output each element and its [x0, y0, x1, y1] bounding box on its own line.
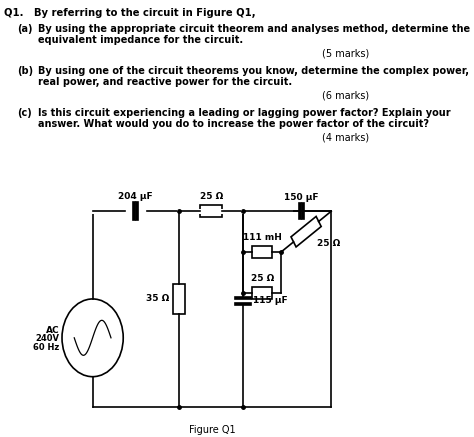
- Bar: [252, 246, 273, 258]
- Text: equivalent impedance for the circuit.: equivalent impedance for the circuit.: [37, 35, 243, 45]
- Text: By using one of the circuit theorems you know, determine the complex power,: By using one of the circuit theorems you…: [37, 66, 469, 76]
- Text: real power, and reactive power for the circuit.: real power, and reactive power for the c…: [37, 77, 292, 87]
- Text: Figure Q1: Figure Q1: [189, 424, 235, 434]
- Text: 150 μF: 150 μF: [284, 193, 319, 202]
- Text: (c): (c): [17, 108, 32, 118]
- Bar: [252, 287, 273, 299]
- Text: (a): (a): [17, 24, 33, 34]
- Text: answer. What would you do to increase the power factor of the circuit?: answer. What would you do to increase th…: [37, 118, 428, 128]
- Text: (b): (b): [17, 66, 33, 76]
- Text: 25 Ω: 25 Ω: [251, 274, 274, 283]
- Text: 35 Ω: 35 Ω: [146, 295, 170, 303]
- Text: Q1.   By referring to the circuit in Figure Q1,: Q1. By referring to the circuit in Figur…: [4, 8, 255, 18]
- Text: (6 marks): (6 marks): [322, 91, 369, 101]
- Text: (5 marks): (5 marks): [322, 49, 369, 59]
- Text: Is this circuit experiencing a leading or lagging power factor? Explain your: Is this circuit experiencing a leading o…: [37, 108, 450, 118]
- Text: 111 mH: 111 mH: [243, 233, 282, 242]
- Text: 204 μF: 204 μF: [118, 192, 153, 201]
- Bar: [200, 205, 222, 217]
- Text: 25 Ω: 25 Ω: [317, 239, 340, 248]
- Text: (4 marks): (4 marks): [322, 132, 369, 142]
- Text: By using the appropriate circuit theorem and analyses method, determine the: By using the appropriate circuit theorem…: [37, 24, 470, 34]
- Text: AC: AC: [46, 326, 60, 335]
- Text: 115 μF: 115 μF: [253, 296, 287, 305]
- Text: 60 Hz: 60 Hz: [33, 343, 60, 352]
- Text: 25 Ω: 25 Ω: [200, 192, 223, 201]
- Bar: [291, 216, 321, 247]
- Text: 240V: 240V: [36, 334, 60, 343]
- Bar: [173, 284, 185, 314]
